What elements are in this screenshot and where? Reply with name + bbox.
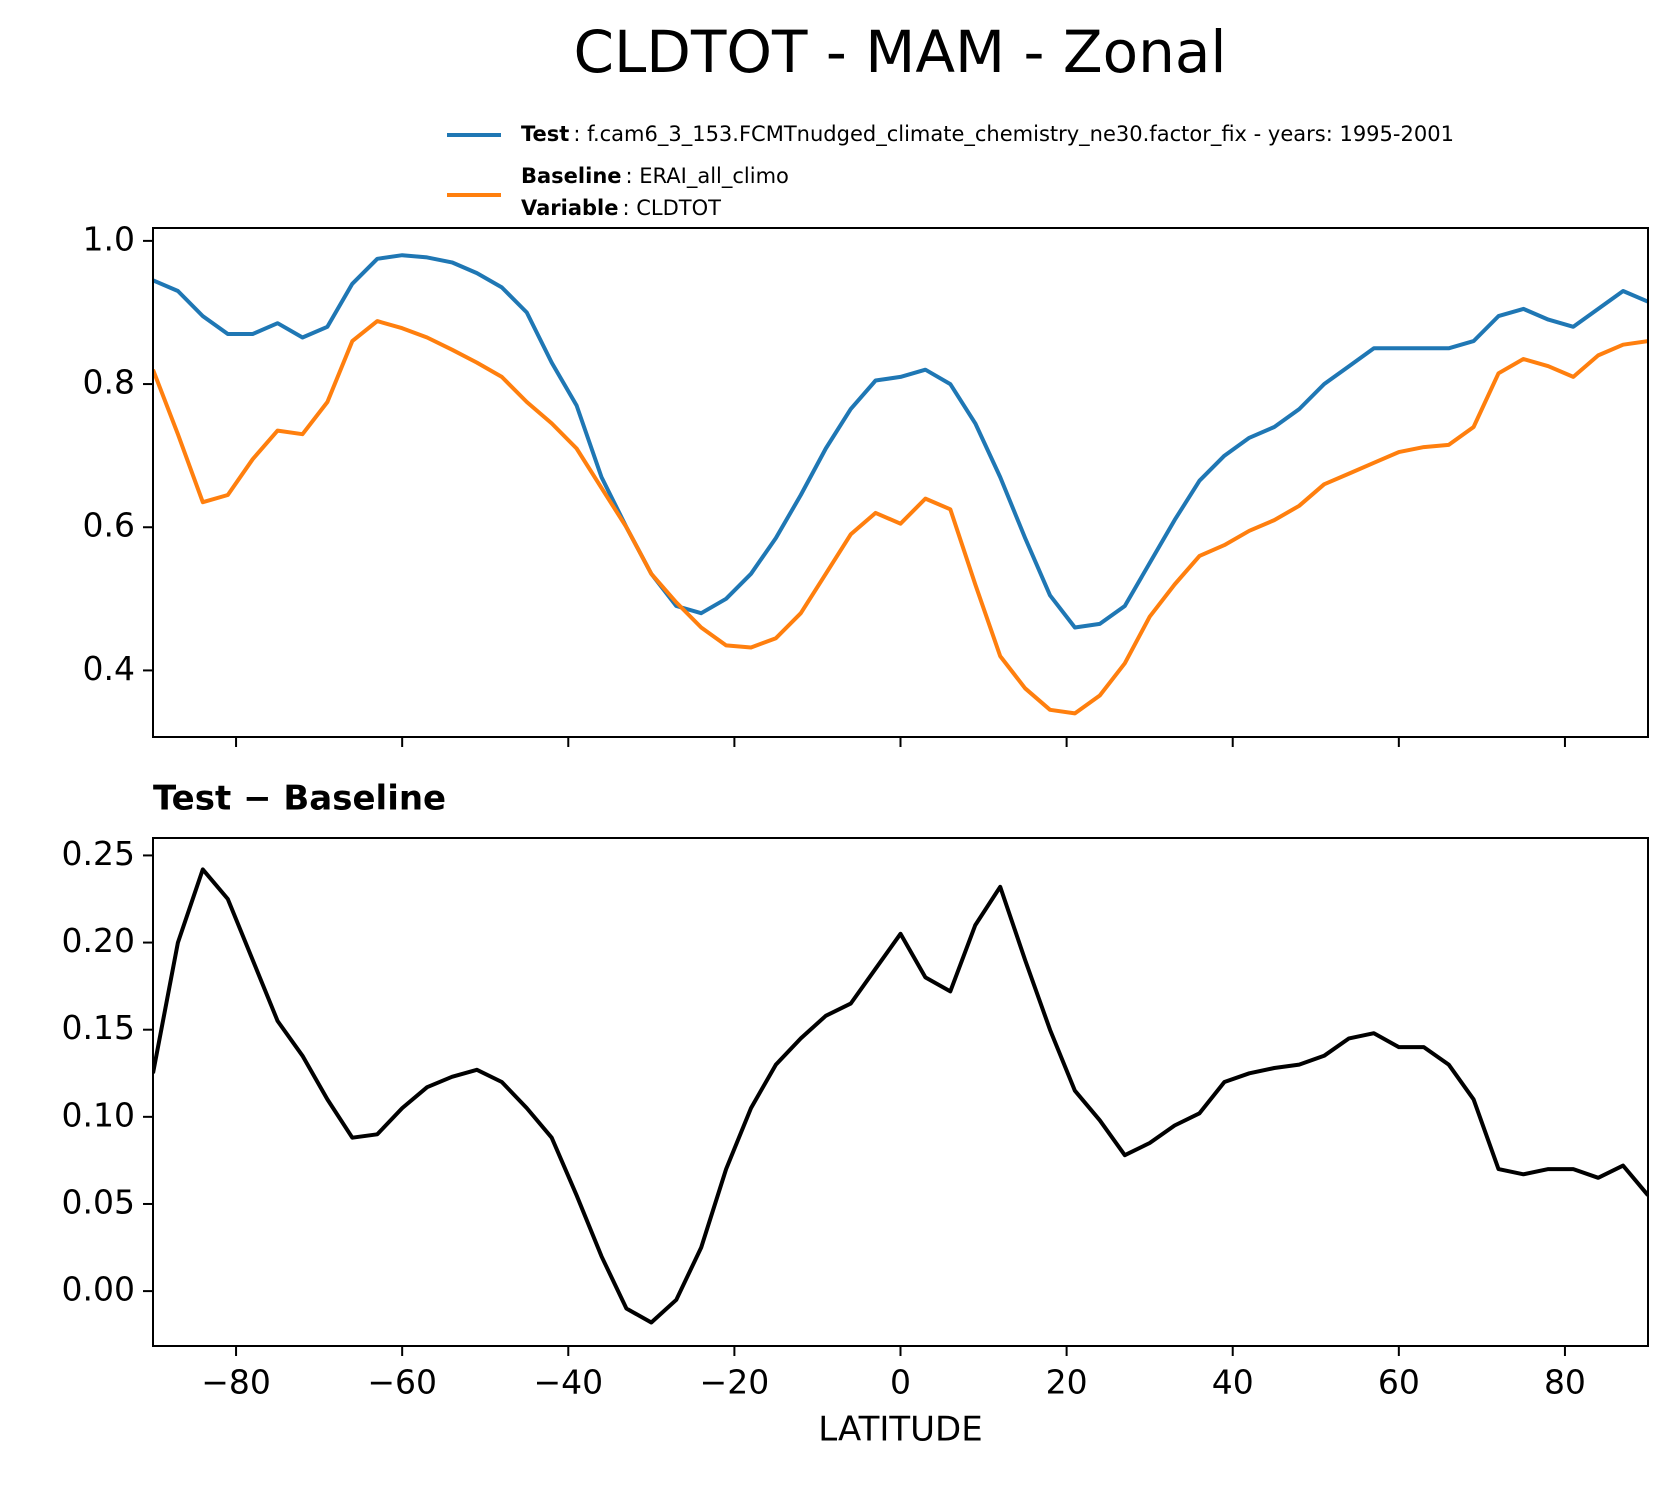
x-tick-label: 40 (1212, 1363, 1254, 1402)
legend-text: : ERAI_all_climo (626, 164, 789, 189)
y-tick-label: 0.4 (83, 649, 135, 688)
x-tick-label: −40 (533, 1363, 603, 1402)
plot-area (153, 253, 1648, 716)
legend-entry: Variable: CLDTOT (521, 196, 721, 220)
legend-name: Test (521, 122, 569, 146)
y-tick-label: 0.25 (62, 834, 135, 873)
data-line (153, 253, 1648, 630)
data-line (153, 319, 1648, 716)
figure-title: CLDTOT - MAM - Zonal (574, 18, 1227, 86)
x-tick-label: −60 (367, 1363, 437, 1402)
y-tick-label: 0.05 (62, 1182, 135, 1221)
x-tick-label: −80 (201, 1363, 271, 1402)
x-tick-label: −20 (700, 1363, 770, 1402)
plot-area (153, 867, 1648, 1325)
y-tick-label: 1.0 (83, 219, 135, 258)
x-tick-label: 0 (890, 1363, 911, 1402)
legend-name: Variable (521, 196, 618, 220)
y-tick-label: 0.8 (83, 363, 135, 402)
data-line (153, 867, 1648, 1325)
y-tick-label: 0.20 (62, 921, 135, 960)
x-tick-label: 60 (1378, 1363, 1420, 1402)
y-tick-label: 0.6 (83, 506, 135, 545)
legend-text: : CLDTOT (622, 196, 721, 220)
x-tick-label: 80 (1544, 1363, 1586, 1402)
y-tick-label: 0.15 (62, 1008, 135, 1047)
x-tick-label: 20 (1046, 1363, 1088, 1402)
legend-entry: Test: f.cam6_3_153.FCMTnudged_climate_ch… (521, 122, 1454, 147)
axes-title: Test − Baseline (153, 779, 446, 819)
y-tick-label: 0.10 (62, 1095, 135, 1134)
axes-frame (152, 227, 1649, 738)
legend-entry: Baseline: ERAI_all_climo (521, 164, 789, 189)
y-tick-label: 0.00 (62, 1270, 135, 1309)
axes-frame (152, 837, 1649, 1347)
legend-name: Baseline (521, 164, 622, 188)
x-axis-label: LATITUDE (818, 1410, 982, 1450)
legend-text: : f.cam6_3_153.FCMTnudged_climate_chemis… (573, 122, 1454, 147)
